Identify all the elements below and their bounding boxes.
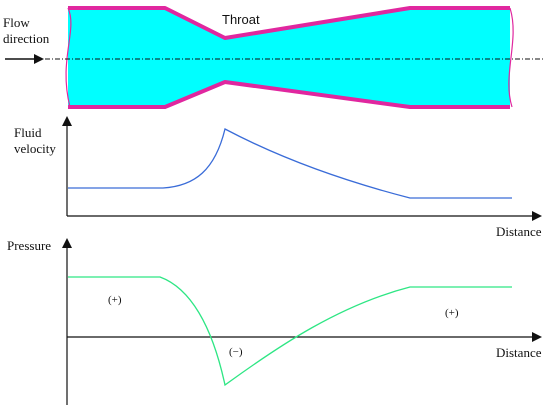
fluid-velocity-label-line1: Fluid [14, 125, 42, 140]
bottom-wall [68, 80, 510, 109]
venturi-tube [5, 6, 545, 109]
pressure-positive-left-label: (+) [108, 294, 122, 306]
pressure-negative-label: (−) [229, 346, 243, 358]
outlet-end-curve [508, 7, 514, 108]
flow-direction-label-line2: direction [3, 31, 50, 46]
top-wall [68, 6, 510, 40]
pressure-label: Pressure [7, 238, 51, 253]
throat-label: Throat [222, 12, 260, 27]
pressure-positive-right-label: (+) [445, 307, 459, 319]
velocity-curve [68, 128, 512, 199]
pressure-plot [62, 238, 542, 405]
velocity-plot [62, 116, 542, 221]
pressure-curve [68, 276, 512, 387]
fluid-velocity-label-line2: velocity [14, 141, 56, 156]
flow-direction-label-line1: Flow [3, 15, 30, 30]
pressure-distance-label: Distance [496, 345, 542, 360]
fluid-fill [68, 8, 510, 107]
velocity-distance-label: Distance [496, 224, 542, 239]
inlet-end-curve [65, 7, 72, 108]
